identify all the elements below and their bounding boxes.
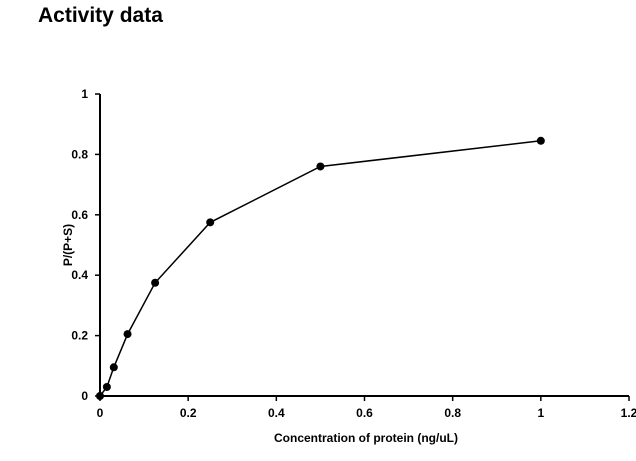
data-point xyxy=(536,136,545,145)
x-axis-title: Concentration of protein (ng/uL) xyxy=(274,431,458,445)
chart-ticks: 0 0.2 0.4 0.6 0.8 1 1.2 0 0.2 0.4 0.6 0.8 1 xyxy=(71,87,636,420)
y-tick-label: 0 xyxy=(81,389,88,403)
x-tick-label: 0.6 xyxy=(356,406,373,420)
chart-axes xyxy=(99,94,629,397)
y-tick-label: 0.2 xyxy=(71,329,88,343)
chart-series xyxy=(96,136,545,400)
data-point xyxy=(206,218,215,227)
data-point xyxy=(316,162,325,171)
y-tick-label: 0.6 xyxy=(71,208,88,222)
data-point xyxy=(123,330,132,339)
x-tick-label: 0 xyxy=(97,406,104,420)
data-point xyxy=(151,278,160,287)
y-tick-label: 1 xyxy=(81,87,88,101)
x-tick-label: 0.2 xyxy=(180,406,197,420)
data-point xyxy=(102,382,111,391)
x-tick-label: 1.2 xyxy=(621,406,636,420)
series-line xyxy=(99,140,541,397)
y-tick-label: 0.8 xyxy=(71,147,88,161)
x-tick-label: 0.8 xyxy=(444,406,461,420)
page-title: Activity data xyxy=(38,4,163,27)
x-tick-label: 0.4 xyxy=(268,406,285,420)
data-point xyxy=(96,392,104,400)
y-axis-title: P/(P+S) xyxy=(61,224,75,266)
x-tick-label: 1 xyxy=(537,406,544,420)
y-tick-label: 0.4 xyxy=(71,268,88,282)
data-point xyxy=(109,363,118,372)
